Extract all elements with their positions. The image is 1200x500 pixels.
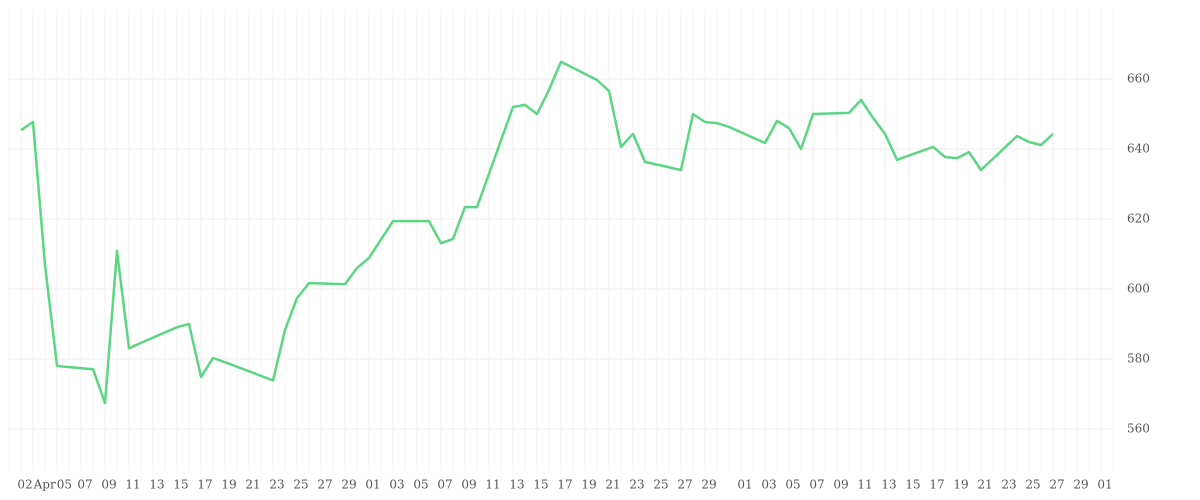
x-tick-label: 19	[953, 478, 968, 492]
x-tick-label: 29	[701, 478, 716, 492]
x-tick-label: 11	[857, 478, 872, 492]
x-tick-label: 21	[605, 478, 620, 492]
x-tick-label: 27	[1049, 478, 1064, 492]
x-tick-label: 13	[881, 478, 896, 492]
x-tick-label: 21	[977, 478, 992, 492]
x-tick-label: 07	[809, 478, 824, 492]
price-line	[20, 60, 1054, 405]
x-tick-label: 01	[737, 478, 752, 492]
x-tick-label: 19	[221, 478, 236, 492]
x-tick-label: 02	[17, 478, 32, 492]
x-tick-label: 05	[413, 478, 428, 492]
x-tick-label: 17	[197, 478, 212, 492]
x-tick-label: 25	[653, 478, 668, 492]
x-tick-label: 13	[149, 478, 164, 492]
x-tick-label: 13	[509, 478, 524, 492]
x-tick-label: 23	[269, 478, 284, 492]
x-tick-label: 25	[293, 478, 308, 492]
x-tick-label: 17	[557, 478, 572, 492]
x-tick-label: 05	[57, 478, 72, 492]
x-tick-label: 21	[245, 478, 260, 492]
x-tick-label: 11	[485, 478, 500, 492]
x-tick-label: 15	[173, 478, 188, 492]
x-tick-label: 09	[461, 478, 476, 492]
x-tick-label: 23	[1001, 478, 1016, 492]
x-tick-label: 15	[905, 478, 920, 492]
y-tick-label: 620	[1127, 211, 1150, 225]
x-tick-label: Apr	[33, 478, 56, 492]
y-tick-label: 600	[1127, 282, 1150, 296]
x-tick-label: 27	[677, 478, 692, 492]
y-tick-label: 560	[1127, 422, 1150, 436]
x-tick-label: 23	[629, 478, 644, 492]
x-tick-label: 09	[101, 478, 116, 492]
x-tick-label: 09	[833, 478, 848, 492]
y-tick-label: 640	[1127, 141, 1150, 155]
y-tick-label: 660	[1127, 71, 1150, 85]
x-tick-label: 27	[317, 478, 332, 492]
x-tick-label: 07	[77, 478, 92, 492]
x-tick-label: 17	[929, 478, 944, 492]
x-tick-label: 03	[389, 478, 404, 492]
x-tick-label: 29	[341, 478, 356, 492]
x-tick-label: 07	[437, 478, 452, 492]
x-tick-label: 15	[533, 478, 548, 492]
x-tick-label: 05	[785, 478, 800, 492]
x-tick-label: 19	[581, 478, 596, 492]
x-tick-label: 03	[761, 478, 776, 492]
x-tick-label: 29	[1073, 478, 1088, 492]
x-tick-label: 01	[365, 478, 380, 492]
x-tick-label: 25	[1025, 478, 1040, 492]
x-tick-label: 11	[125, 478, 140, 492]
y-tick-label: 580	[1127, 352, 1150, 366]
x-tick-label: 01	[1097, 478, 1112, 492]
